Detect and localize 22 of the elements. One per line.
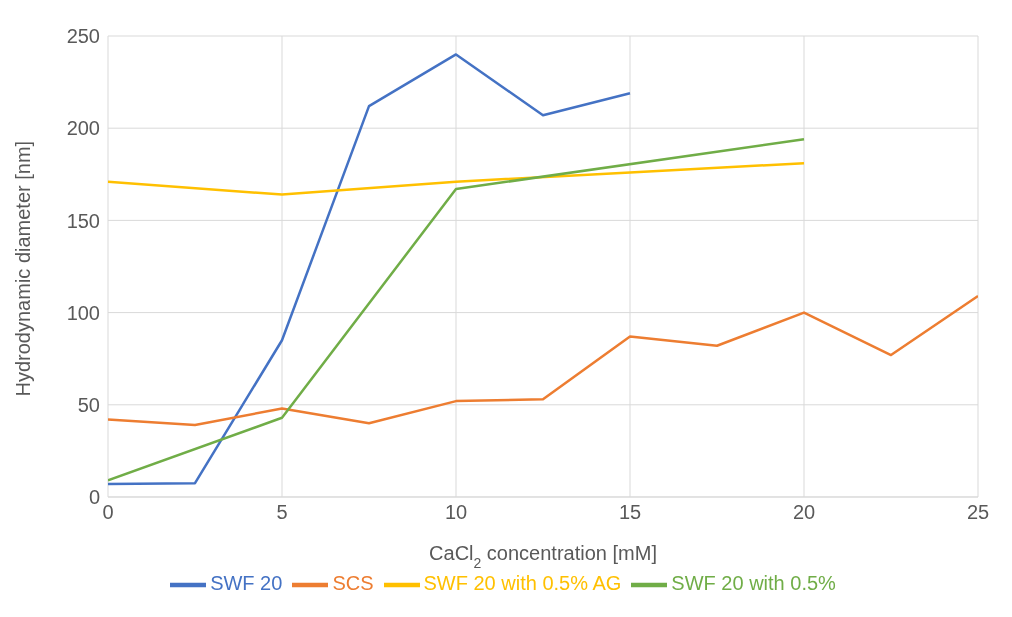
- legend-label: SWF 20 with 0.5% AG: [423, 572, 622, 595]
- y-tick-label: 250: [66, 25, 100, 48]
- x-tick-label: 20: [792, 501, 816, 524]
- x-tick-label: 25: [966, 501, 990, 524]
- y-tick-label: 150: [66, 209, 100, 232]
- line-series: [108, 53, 632, 486]
- y-tick-label: 0: [88, 486, 100, 509]
- y-tick-label: 100: [66, 301, 100, 324]
- y-axis-title: Hydrodynamic diameter [nm]: [12, 140, 35, 397]
- x-tick-label: 15: [618, 501, 642, 524]
- legend-label: SWF 20: [210, 572, 283, 595]
- line-series: [108, 161, 806, 196]
- y-tick-label: 200: [66, 117, 100, 140]
- legend-label: SCS: [332, 572, 374, 595]
- legend-label: SWF 20 with 0.5%: [671, 572, 836, 595]
- x-tick-label: 5: [276, 501, 288, 524]
- x-tick-label: 10: [444, 501, 468, 524]
- y-tick-label: 50: [77, 393, 100, 416]
- x-axis-title: CaCl$_{2}$ concentration [mM]: [429, 542, 657, 571]
- x-tick-label: 0: [102, 501, 114, 524]
- line-series: [108, 294, 978, 427]
- line-series: [108, 138, 806, 482]
